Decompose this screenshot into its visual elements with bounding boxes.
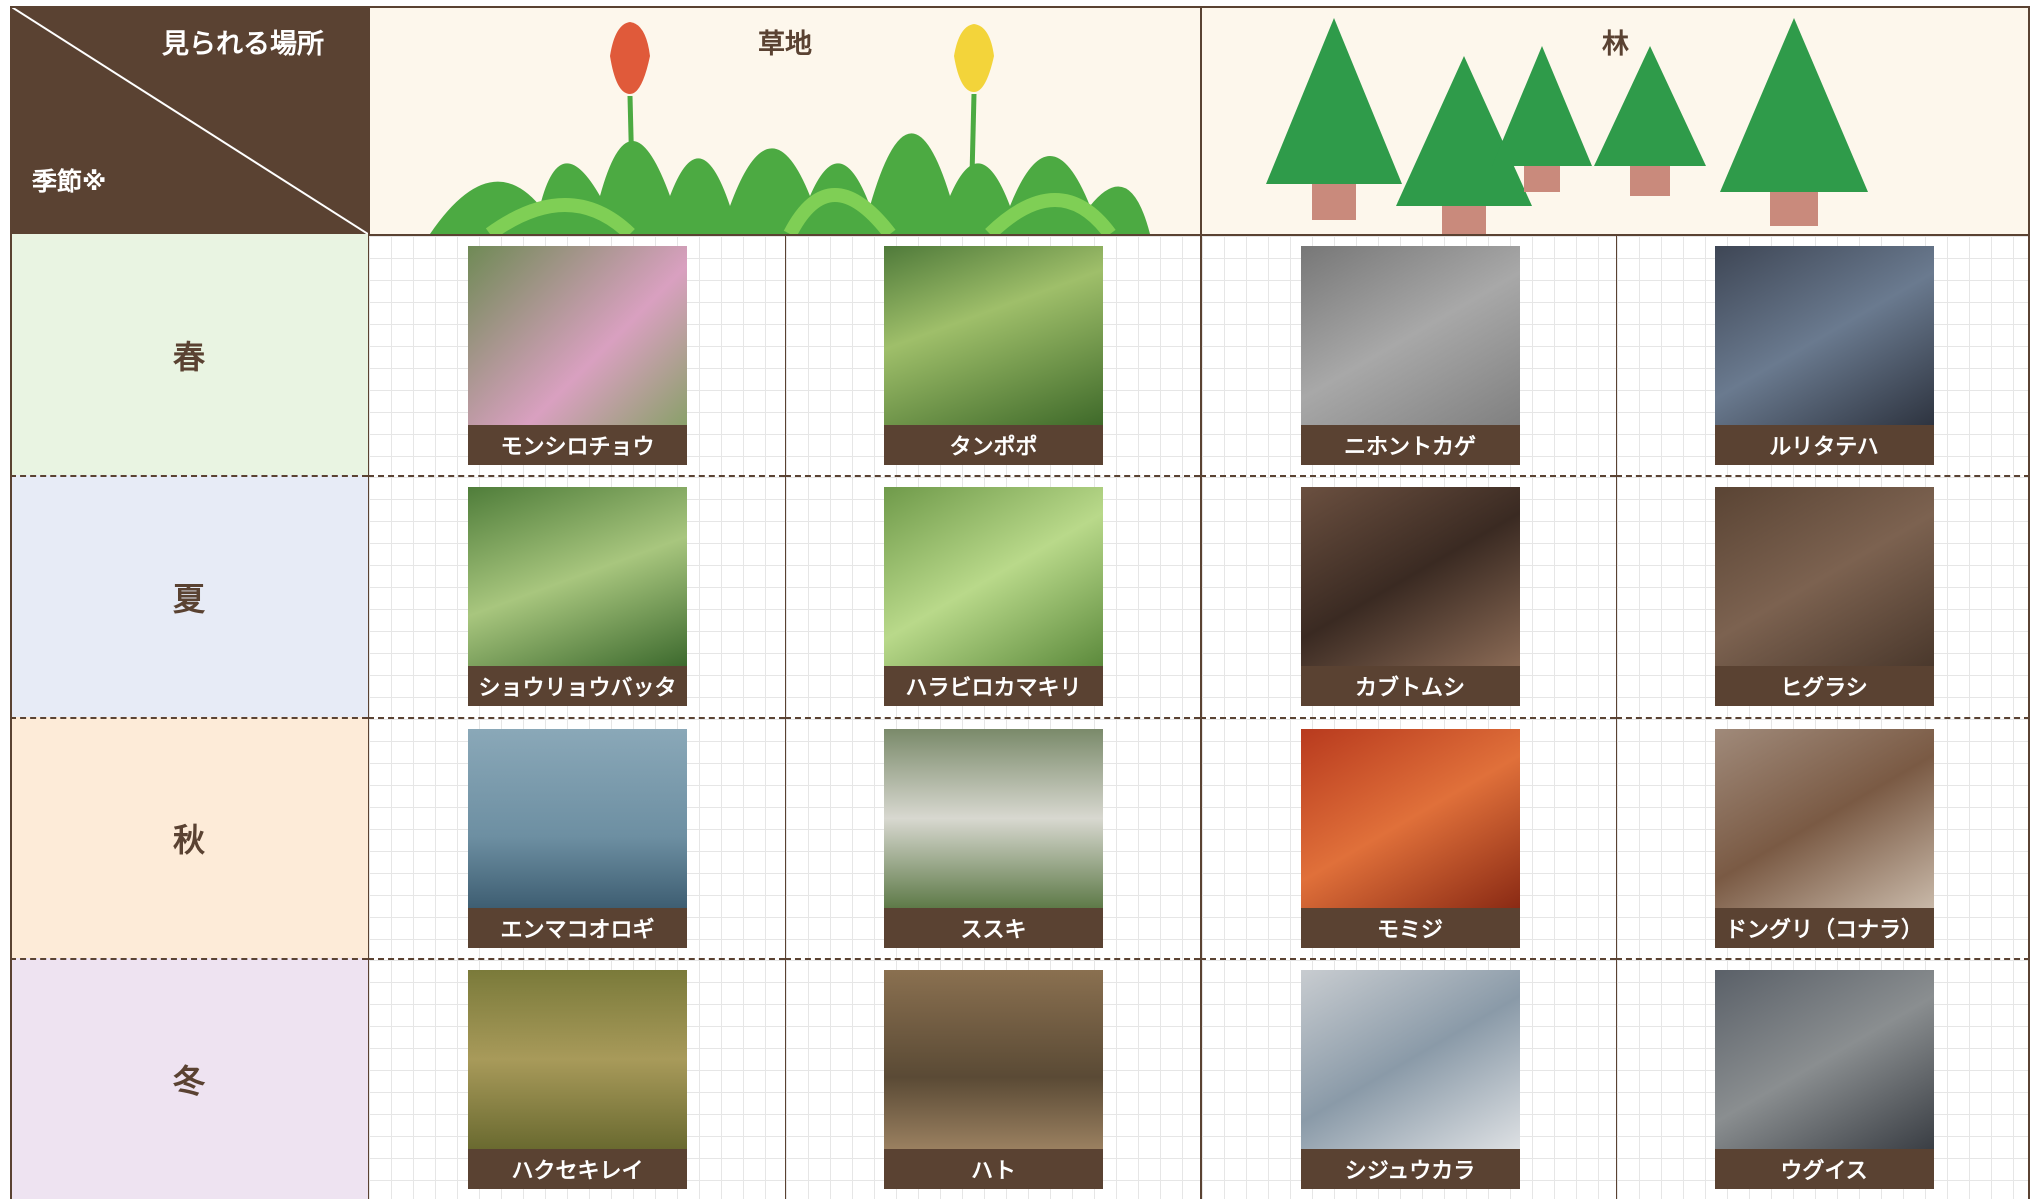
item-label: ドングリ（コナラ） xyxy=(1714,907,1934,948)
column-title: 林 xyxy=(1602,29,1629,60)
item-label: タンポポ xyxy=(884,425,1103,465)
season-label: 秋 xyxy=(172,821,205,860)
item-photo: タンポポ xyxy=(884,246,1103,465)
corner-top: 見られる場所 xyxy=(162,29,324,60)
item-cell: ススキ xyxy=(785,716,1200,958)
photo-image xyxy=(1714,728,1934,908)
item-photo: ハクセキレイ xyxy=(468,969,687,1189)
tree-illustration xyxy=(1266,18,1868,234)
column-header: 林 xyxy=(1200,6,2030,234)
item-photo: ウグイス xyxy=(1714,969,1934,1189)
grass-illustration xyxy=(430,22,1150,234)
item-label: カブトムシ xyxy=(1300,666,1520,707)
item-label: ニホントカゲ xyxy=(1300,425,1520,465)
item-cell: カブトムシ xyxy=(1200,475,1616,717)
photo-image xyxy=(1714,487,1934,667)
item-label: ルリタテハ xyxy=(1714,425,1934,465)
item-cell: モミジ xyxy=(1200,716,1616,958)
photo-image xyxy=(1714,246,1934,425)
item-cell: ウグイス xyxy=(1616,957,2030,1199)
item-photo: ヒグラシ xyxy=(1714,487,1934,707)
item-cell: ハト xyxy=(785,957,1200,1199)
item-cell: ニホントカゲ xyxy=(1200,234,1616,476)
item-photo: ショウリョウバッタ xyxy=(468,487,687,707)
photo-image xyxy=(468,246,687,425)
item-photo: ハラビロカマキリ xyxy=(884,487,1103,707)
photo-image xyxy=(884,969,1103,1149)
item-label: シジュウカラ xyxy=(1300,1148,1520,1189)
column-header: 草地 xyxy=(368,6,1200,234)
item-cell: ヒグラシ xyxy=(1616,475,2030,717)
item-cell: エンマコオロギ xyxy=(368,716,785,958)
item-cell: ハラビロカマキリ xyxy=(785,475,1200,717)
photo-image xyxy=(1300,728,1520,908)
photo-image xyxy=(1714,969,1934,1149)
item-photo: エンマコオロギ xyxy=(468,728,687,948)
item-label: ハクセキレイ xyxy=(468,1148,687,1189)
item-label: エンマコオロギ xyxy=(468,907,687,948)
item-label: ハト xyxy=(884,1148,1103,1189)
season-cell: 秋 xyxy=(10,716,368,958)
season-label: 冬 xyxy=(172,1062,205,1101)
item-photo: シジュウカラ xyxy=(1300,969,1520,1189)
season-cell: 春 xyxy=(10,234,368,476)
item-photo: ルリタテハ xyxy=(1714,246,1934,465)
item-label: ハラビロカマキリ xyxy=(884,666,1103,707)
season-cell: 夏 xyxy=(10,475,368,717)
item-cell: モンシロチョウ xyxy=(368,234,785,476)
item-photo: カブトムシ xyxy=(1300,487,1520,707)
diagonal xyxy=(10,6,368,234)
photo-image xyxy=(1300,487,1520,667)
photo-image xyxy=(884,246,1103,425)
item-label: ヒグラシ xyxy=(1714,666,1934,707)
season-cell: 冬 xyxy=(10,957,368,1199)
item-photo: モンシロチョウ xyxy=(468,246,687,465)
photo-image xyxy=(1300,969,1520,1149)
item-cell: タンポポ xyxy=(785,234,1200,476)
item-cell: ハクセキレイ xyxy=(368,957,785,1199)
item-photo: ニホントカゲ xyxy=(1300,246,1520,465)
item-label: ショウリョウバッタ xyxy=(468,666,687,707)
photo-image xyxy=(468,487,687,667)
season-label: 春 xyxy=(172,337,205,376)
photo-image xyxy=(1300,246,1520,425)
item-cell: ドングリ（コナラ） xyxy=(1616,716,2030,958)
photo-image xyxy=(468,969,687,1149)
item-cell: シジュウカラ xyxy=(1200,957,1616,1199)
season-label: 夏 xyxy=(172,579,205,618)
item-cell: ルリタテハ xyxy=(1616,234,2030,476)
column-title: 草地 xyxy=(758,29,812,60)
photo-image xyxy=(884,487,1103,667)
item-photo: ハト xyxy=(884,969,1103,1189)
item-label: モンシロチョウ xyxy=(468,425,687,465)
item-photo: モミジ xyxy=(1300,728,1520,948)
item-cell: ショウリョウバッタ xyxy=(368,475,785,717)
item-photo: ススキ xyxy=(884,728,1103,948)
item-label: モミジ xyxy=(1300,907,1520,948)
photo-image xyxy=(468,728,687,908)
corner-cell: 見られる場所 季節※ xyxy=(10,6,368,234)
item-label: ウグイス xyxy=(1714,1148,1934,1189)
photo-image xyxy=(884,728,1103,908)
corner-bottom: 季節※ xyxy=(32,167,107,196)
item-photo: ドングリ（コナラ） xyxy=(1714,728,1934,948)
item-label: ススキ xyxy=(884,907,1103,948)
